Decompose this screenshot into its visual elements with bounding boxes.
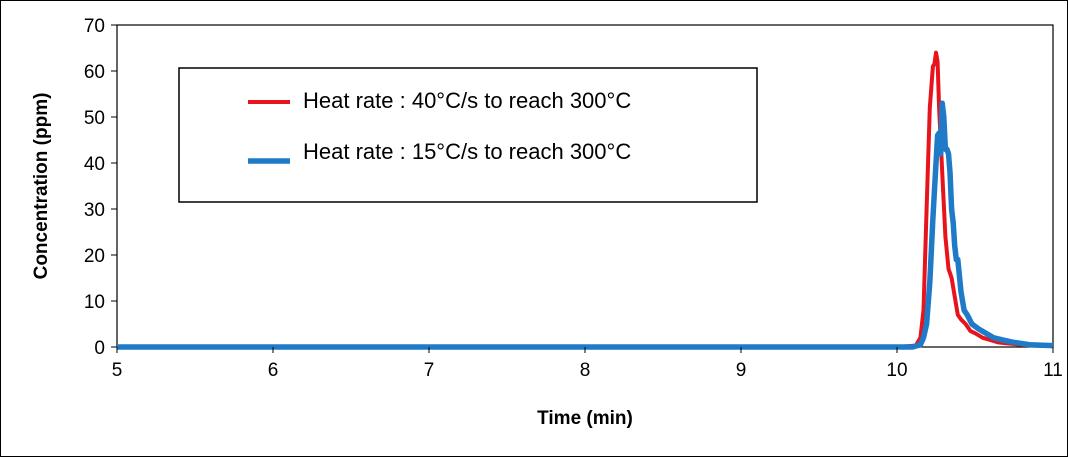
series-layer	[117, 50, 1054, 350]
x-tick-label: 5	[112, 360, 123, 381]
y-tick-label: 70	[84, 16, 105, 37]
x-tick-label: 8	[580, 360, 591, 381]
y-tick-label: 40	[84, 154, 105, 175]
series-line-1	[117, 50, 1054, 349]
y-tick-label: 30	[84, 200, 105, 221]
y-tick-label: 10	[84, 292, 105, 313]
legend: Heat rate : 40°C/s to reach 300°C Heat r…	[178, 67, 758, 203]
y-tick-label: 50	[84, 108, 105, 129]
x-tick-label: 6	[268, 360, 279, 381]
series-line-2	[117, 100, 1054, 350]
y-tick-label: 60	[84, 62, 105, 83]
x-tick-label: 7	[424, 360, 435, 381]
legend-label-series-1: Heat rate : 40°C/s to reach 300°C	[303, 88, 631, 113]
y-tick-label: 0	[94, 338, 105, 359]
legend-label-series-2: Heat rate : 15°C/s to reach 300°C	[303, 139, 631, 164]
y-axis-title: Concentration (ppm)	[31, 93, 52, 280]
x-tick-label: 10	[886, 360, 907, 381]
x-axis-title: Time (min)	[537, 408, 633, 429]
x-tick-label: 11	[1043, 360, 1063, 381]
x-tick-label: 9	[736, 360, 747, 381]
y-tick-label: 20	[84, 246, 105, 267]
legend-box	[178, 67, 758, 203]
ticks-layer: 5 6 7 8 9 10 11 0 10 20 30 40 50 60 70	[84, 16, 1063, 381]
